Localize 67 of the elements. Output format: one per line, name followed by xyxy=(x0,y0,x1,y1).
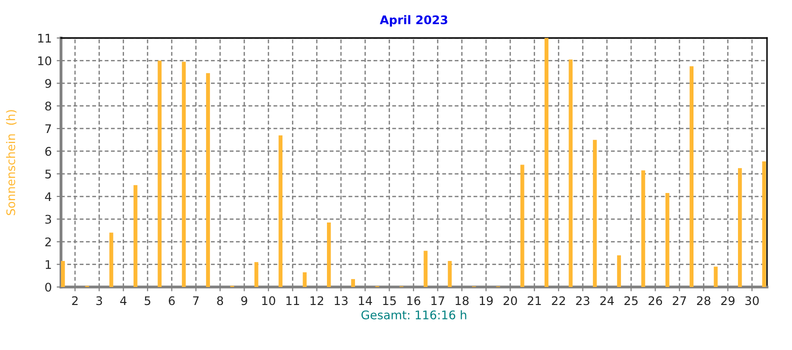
y-tick-label: 10 xyxy=(38,56,52,66)
bar xyxy=(568,60,573,287)
bar xyxy=(641,170,646,287)
y-tick-label: 2 xyxy=(45,237,51,246)
y-tick-label: 8 xyxy=(45,102,52,111)
bar xyxy=(182,62,186,287)
bar xyxy=(738,168,742,287)
x-tick-label: 5 xyxy=(144,296,150,306)
bar xyxy=(206,73,210,287)
x-tick-label: 9 xyxy=(241,296,248,306)
bar xyxy=(714,266,718,287)
bar xyxy=(762,161,766,287)
x-tick-label: 11 xyxy=(286,296,300,305)
bar xyxy=(665,193,670,287)
bar xyxy=(690,66,694,287)
x-tick-label: 2 xyxy=(72,296,78,305)
bar xyxy=(254,262,258,287)
x-tick-label: 21 xyxy=(528,296,541,305)
x-tick-label: 17 xyxy=(431,296,444,305)
y-tick-label: 6 xyxy=(45,146,52,156)
x-tick-label: 30 xyxy=(745,296,759,306)
x-tick-label: 29 xyxy=(721,296,735,306)
x-tick-label: 20 xyxy=(504,296,517,306)
bar xyxy=(351,279,356,287)
x-tick-label: 18 xyxy=(456,296,469,306)
x-tick-label: 15 xyxy=(383,296,396,306)
x-tick-label: 12 xyxy=(310,296,324,305)
bar xyxy=(61,260,65,287)
x-tick-label: 8 xyxy=(217,296,224,306)
chart-title: April 2023 xyxy=(380,15,448,27)
y-tick-label: 3 xyxy=(45,214,52,224)
y-tick-label: 7 xyxy=(45,124,51,134)
y-tick-label: 4 xyxy=(45,192,52,201)
x-tick-label: 13 xyxy=(334,296,348,306)
x-tick-label: 14 xyxy=(358,296,372,305)
bar xyxy=(326,222,331,287)
bar xyxy=(158,60,162,287)
bar xyxy=(544,38,548,287)
y-tick-label: 9 xyxy=(45,78,52,88)
bar xyxy=(592,140,597,287)
x-tick-label: 28 xyxy=(697,296,710,306)
x-tick-label: 4 xyxy=(120,296,126,305)
x-tick-label: 24 xyxy=(600,296,614,305)
y-tick-label: 5 xyxy=(45,170,51,178)
x-tick-label: 3 xyxy=(96,296,102,306)
bar xyxy=(520,164,524,287)
x-tick-label: 6 xyxy=(168,296,175,306)
bar xyxy=(278,135,282,287)
x-tick-label: 10 xyxy=(262,296,276,306)
bar xyxy=(134,185,138,287)
x-tick-label: 7 xyxy=(193,296,199,305)
x-tick-label: 16 xyxy=(407,296,420,306)
x-tick-label: 27 xyxy=(672,296,686,305)
bar xyxy=(109,232,114,287)
y-tick-label: 11 xyxy=(38,34,51,42)
bar xyxy=(617,255,621,287)
x-tick-label: 25 xyxy=(624,296,638,306)
x-tick-label: 19 xyxy=(480,296,493,306)
y-axis-title: Sonnenschein (h) xyxy=(6,110,17,216)
y-tick-label: 0 xyxy=(45,282,52,292)
x-axis-title: Gesamt: 116:16 h xyxy=(361,310,466,320)
x-tick-label: 23 xyxy=(576,296,590,306)
x-tick-label: 22 xyxy=(552,296,565,305)
y-tick-label: 1 xyxy=(46,260,51,269)
bar xyxy=(448,260,452,287)
bar xyxy=(424,250,428,287)
x-tick-label: 26 xyxy=(648,296,662,306)
